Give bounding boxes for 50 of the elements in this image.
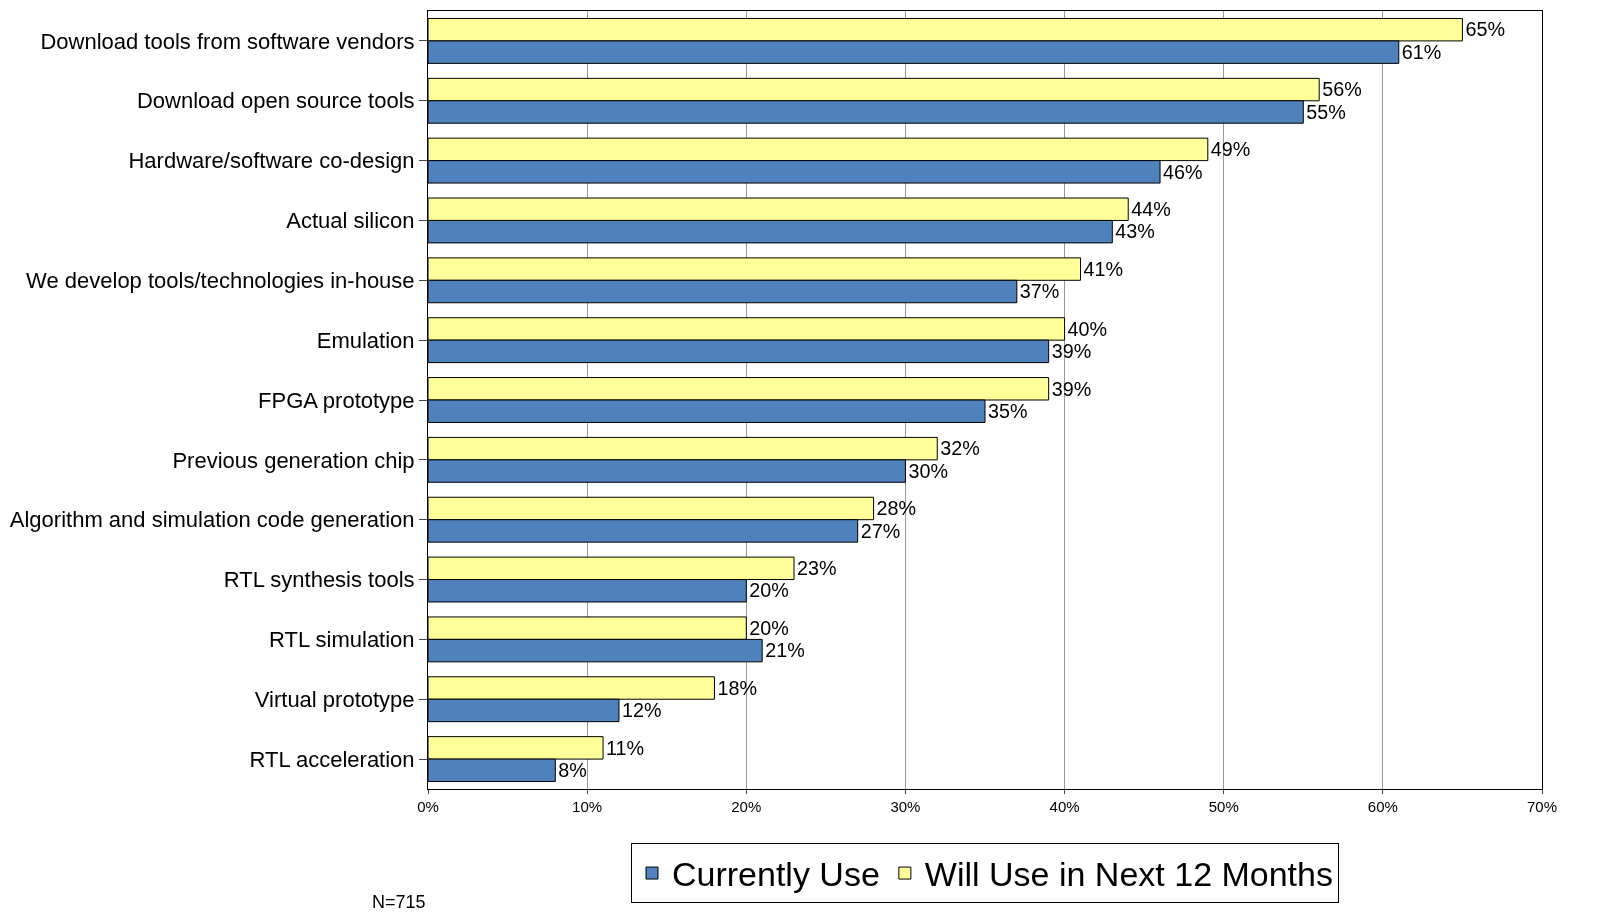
data-label: 40%: [1067, 317, 1108, 340]
y-tick-label: RTL simulation: [269, 627, 415, 653]
y-tick-label: Actual silicon: [286, 208, 415, 234]
data-label: 55%: [1306, 100, 1346, 123]
data-label: 39%: [1051, 377, 1092, 400]
x-tick-label: 40%: [1049, 798, 1080, 815]
y-tick-label: We develop tools/technologies in-house: [26, 268, 415, 294]
data-label: 18%: [717, 676, 757, 699]
data-label: 44%: [1131, 197, 1171, 220]
data-label: 12%: [621, 699, 662, 722]
data-label: 27%: [860, 519, 901, 542]
y-tick-label: RTL acceleration: [249, 746, 415, 772]
x-tick-label: 0%: [417, 798, 439, 815]
y-tick-label: RTL synthesis tools: [223, 567, 415, 593]
y-tick-label: Download open source tools: [136, 88, 415, 114]
data-label: 32%: [940, 437, 980, 460]
y-tick-label: Emulation: [316, 327, 415, 353]
data-label: 8%: [558, 759, 587, 782]
data-label: 61%: [1401, 40, 1442, 63]
data-label: 56%: [1322, 78, 1362, 101]
y-tick-label: Virtual prototype: [254, 686, 415, 712]
data-label: 23%: [797, 557, 837, 580]
legend-label: Will Use in Next 12 Months: [924, 855, 1333, 894]
data-label: 11%: [606, 736, 645, 759]
x-tick-label: 60%: [1367, 798, 1398, 815]
text: N=715: [372, 892, 426, 912]
data-label: 65%: [1465, 18, 1505, 41]
data-label: 41%: [1083, 257, 1124, 280]
x-tick-label: 10%: [572, 798, 603, 815]
data-label: 37%: [1019, 280, 1060, 303]
data-label: 39%: [1051, 340, 1092, 363]
y-tick-label: Previous generation chip: [172, 447, 415, 473]
data-label: 43%: [1115, 220, 1155, 243]
data-label: 20%: [749, 579, 789, 602]
x-tick-label: 20%: [731, 798, 762, 815]
x-tick-label: 70%: [1526, 798, 1558, 815]
data-label: 46%: [1163, 160, 1203, 183]
data-label: 21%: [765, 639, 805, 662]
data-label: 35%: [988, 399, 1028, 422]
y-tick-label: Algorithm and simulation code generation: [9, 507, 415, 533]
data-label: 20%: [749, 616, 789, 639]
legend-label: Currently Use: [672, 855, 880, 894]
y-tick-label: Download tools from software vendors: [40, 28, 415, 54]
y-tick-label: Hardware/software co-design: [128, 148, 415, 174]
data-label: 30%: [908, 459, 948, 482]
data-label: 49%: [1210, 138, 1251, 161]
data-label: 28%: [876, 497, 917, 520]
y-tick-label: FPGA prototype: [258, 387, 415, 413]
x-tick-label: 50%: [1208, 798, 1239, 815]
x-tick-label: 30%: [890, 798, 921, 815]
